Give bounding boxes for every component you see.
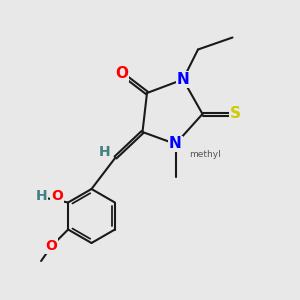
Text: N: N: [177, 72, 189, 87]
Text: S: S: [230, 106, 241, 122]
Text: O: O: [46, 239, 58, 253]
Text: methyl: methyl: [189, 150, 221, 159]
Text: N: N: [169, 136, 182, 152]
Text: H: H: [35, 190, 47, 203]
Text: O: O: [51, 190, 63, 203]
Text: O: O: [115, 66, 128, 81]
Text: H: H: [99, 145, 111, 158]
